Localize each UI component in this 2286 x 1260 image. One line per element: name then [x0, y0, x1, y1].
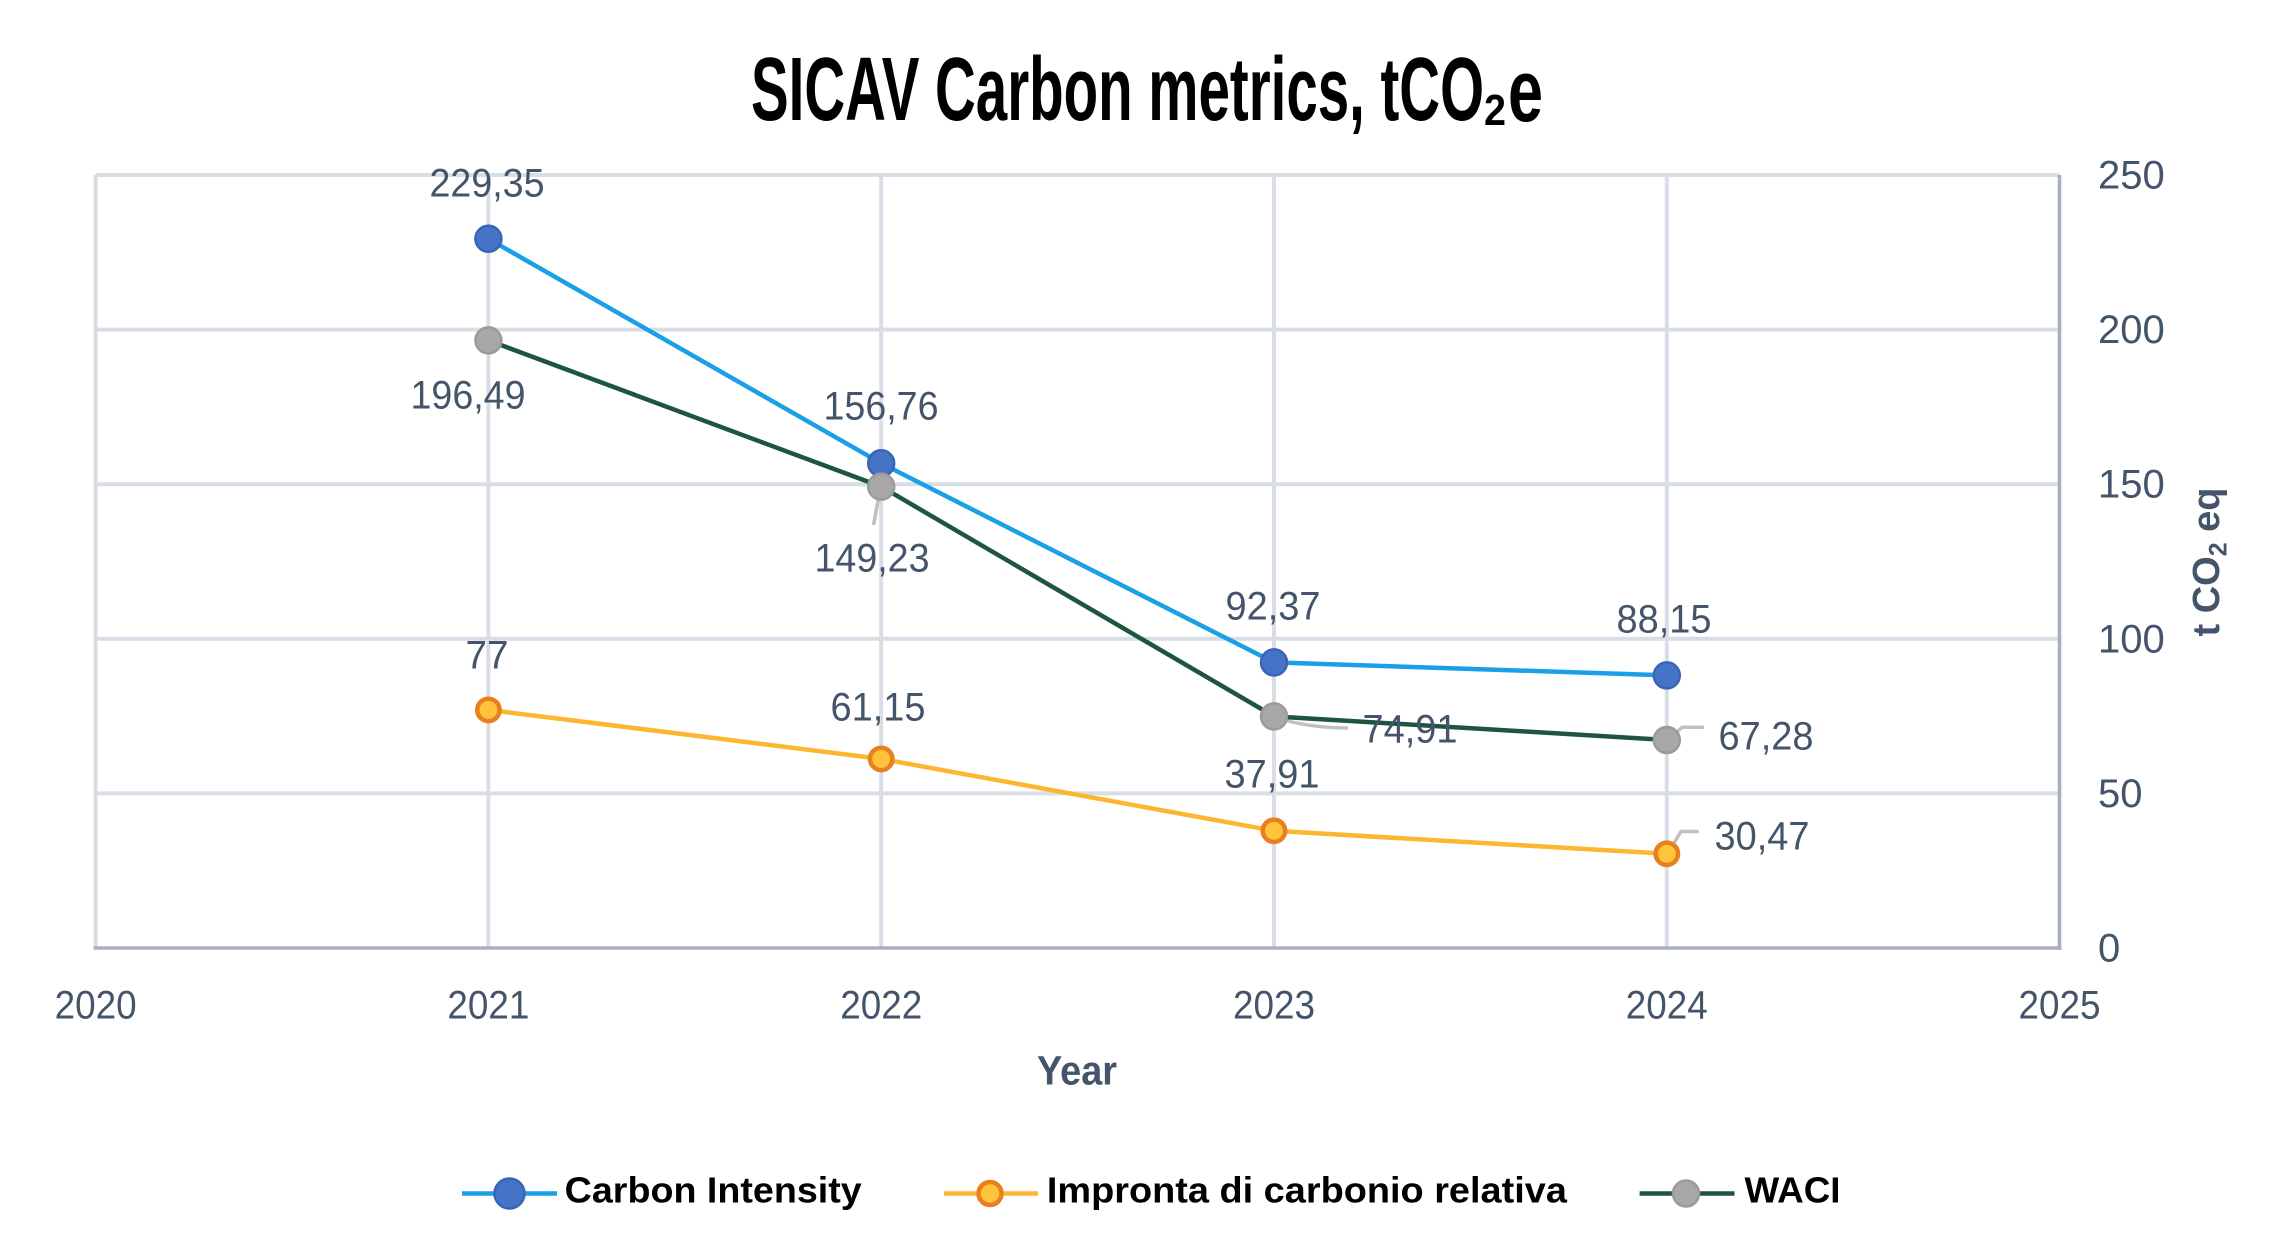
svg-text:61,15: 61,15	[831, 686, 926, 730]
svg-text:37,91: 37,91	[1225, 753, 1320, 797]
svg-text:Year: Year	[1037, 1048, 1117, 1094]
svg-text:150: 150	[2098, 463, 2165, 507]
svg-text:2020: 2020	[55, 984, 137, 1028]
svg-text:t CO2 eq: t CO2 eq	[2186, 487, 2233, 636]
svg-text:2021: 2021	[447, 984, 529, 1028]
svg-text:77: 77	[466, 634, 509, 678]
svg-text:0: 0	[2098, 927, 2120, 971]
svg-text:229,35: 229,35	[430, 162, 545, 206]
svg-text:2024: 2024	[1626, 984, 1708, 1028]
svg-text:149,23: 149,23	[815, 537, 930, 581]
svg-text:Impronta di carbonio relativa: Impronta di carbonio relativa	[1047, 1169, 1568, 1210]
svg-text:WACI: WACI	[1745, 1169, 1841, 1210]
svg-text:2: 2	[1484, 86, 1506, 135]
svg-text:30,47: 30,47	[1715, 815, 1810, 859]
svg-text:2022: 2022	[840, 984, 922, 1028]
svg-text:200: 200	[2098, 308, 2165, 352]
svg-text:196,49: 196,49	[411, 374, 526, 418]
svg-text:67,28: 67,28	[1719, 715, 1814, 759]
svg-text:92,37: 92,37	[1226, 585, 1321, 629]
svg-text:2025: 2025	[2019, 984, 2101, 1028]
svg-text:e: e	[1508, 41, 1543, 140]
svg-text:74,91: 74,91	[1363, 708, 1458, 752]
svg-text:156,76: 156,76	[824, 385, 939, 429]
svg-text:Carbon Intensity: Carbon Intensity	[565, 1169, 862, 1210]
svg-text:2023: 2023	[1233, 984, 1315, 1028]
svg-text:50: 50	[2098, 772, 2143, 816]
svg-text:250: 250	[2098, 154, 2165, 198]
svg-text:SICAV Carbon metrics, tCO: SICAV Carbon metrics, tCO	[751, 40, 1484, 140]
svg-text:100: 100	[2098, 617, 2165, 661]
svg-text:88,15: 88,15	[1617, 598, 1712, 642]
